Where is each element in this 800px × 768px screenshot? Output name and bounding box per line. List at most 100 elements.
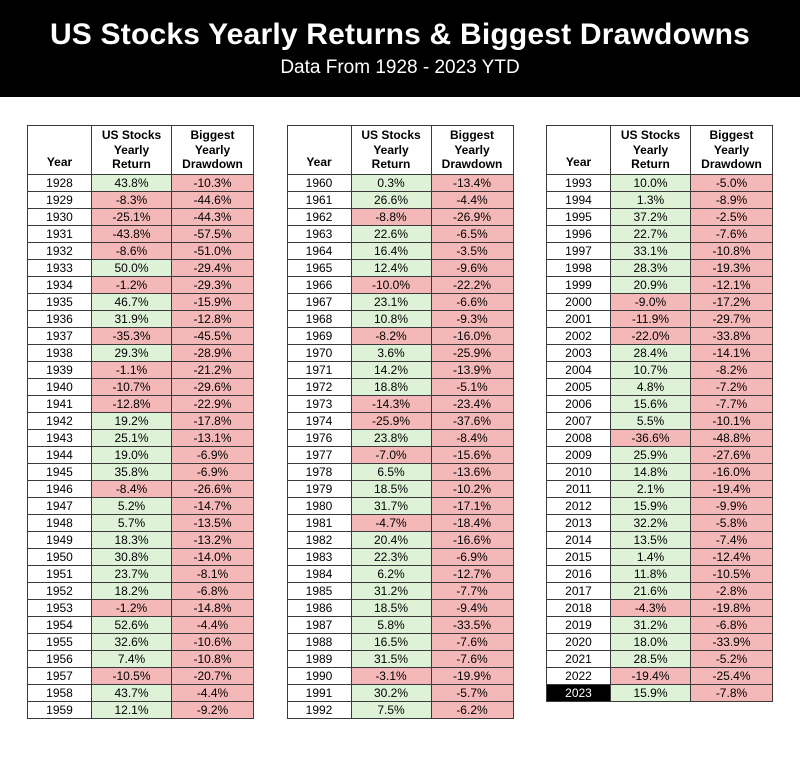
drawdown-cell: -9.2% [171,700,254,719]
return-cell: 23.8% [350,428,432,447]
drawdown-cell: -27.6% [690,445,773,464]
return-cell: -10.0% [350,275,432,294]
table-row: 1963 22.6% -6.5% [286,224,514,243]
table-row: 1955 32.6% -10.6% [27,632,254,651]
drawdown-cell: -7.6% [430,649,514,668]
table-row: 2009 25.9% -27.6% [546,445,773,464]
table-row: 1949 18.3% -13.2% [27,530,254,549]
table-row: 1988 16.5% -7.6% [286,632,514,651]
table-row: 1931 -43.8% -57.5% [27,224,254,243]
year-cell: 1933 [27,258,92,277]
table-row: 1991 30.2% -5.7% [286,683,514,702]
return-cell: 19.2% [91,411,172,430]
table-row: 1932 -8.6% -51.0% [27,241,254,260]
year-column-header: Year [546,125,611,175]
return-cell: 18.8% [350,377,432,396]
drawdown-cell: -19.8% [690,598,773,617]
table-row: 1942 19.2% -17.8% [27,411,254,430]
return-cell: 31.2% [350,581,432,600]
table-row: 1985 31.2% -7.7% [286,581,514,600]
drawdown-cell: -44.3% [171,207,254,226]
table-row: 1944 19.0% -6.9% [27,445,254,464]
year-cell: 2015 [546,547,611,566]
return-cell: 0.3% [350,173,432,192]
table-row: 2008 -36.6% -48.8% [546,428,773,447]
return-cell: 31.7% [350,496,432,515]
year-cell: 1959 [27,700,92,719]
table-row: 1997 33.1% -10.8% [546,241,773,260]
return-cell: 5.5% [610,411,691,430]
return-cell: 15.9% [610,496,691,515]
year-cell: 1991 [286,683,352,702]
return-column-header: US Stocks Yearly Return [610,125,691,175]
drawdown-column-header: Biggest Yearly Drawdown [690,125,773,175]
drawdown-cell: -6.8% [171,581,254,600]
year-cell: 1974 [286,411,352,430]
drawdown-cell: -13.4% [430,173,514,192]
drawdown-cell: -7.7% [430,581,514,600]
year-cell: 2016 [546,564,611,583]
drawdown-cell: -10.1% [690,411,773,430]
year-cell: 1936 [27,309,92,328]
year-cell: 1970 [286,343,352,362]
drawdown-cell: -20.7% [171,666,254,685]
return-cell: 29.3% [91,343,172,362]
year-cell: 1931 [27,224,92,243]
year-cell: 1981 [286,513,352,532]
year-cell: 1986 [286,598,352,617]
year-cell: 1940 [27,377,92,396]
return-cell: 5.2% [91,496,172,515]
table-row: 1967 23.1% -6.6% [286,292,514,311]
year-cell: 2004 [546,360,611,379]
return-cell: 14.2% [350,360,432,379]
drawdown-cell: -48.8% [690,428,773,447]
year-cell: 1929 [27,190,92,209]
year-cell: 1972 [286,377,352,396]
returns-table-1960-1992: Year US Stocks Yearly Return Biggest Yea… [286,125,514,719]
table-row: 1951 23.7% -8.1% [27,564,254,583]
table-row: 1936 31.9% -12.8% [27,309,254,328]
year-cell: 2006 [546,394,611,413]
table-row: 1993 10.0% -5.0% [546,173,773,192]
drawdown-cell: -14.0% [171,547,254,566]
drawdown-cell: -6.9% [171,445,254,464]
drawdown-cell: -17.1% [430,496,514,515]
return-cell: 13.5% [610,530,691,549]
return-cell: -14.3% [350,394,432,413]
return-cell: 4.8% [610,377,691,396]
year-cell: 2008 [546,428,611,447]
table-row: 1960 0.3% -13.4% [286,173,514,192]
return-cell: 6.5% [350,462,432,481]
drawdown-cell: -9.3% [430,309,514,328]
table-row: 1933 50.0% -29.4% [27,258,254,277]
year-cell: 1956 [27,649,92,668]
return-cell: 18.5% [350,598,432,617]
year-cell: 1949 [27,530,92,549]
return-cell: 10.8% [350,309,432,328]
drawdown-cell: -33.9% [690,632,773,651]
year-cell: 1993 [546,173,611,192]
drawdown-cell: -16.6% [430,530,514,549]
drawdown-cell: -45.5% [171,326,254,345]
drawdown-cell: -26.9% [430,207,514,226]
return-cell: 32.2% [610,513,691,532]
table-row: 1982 20.4% -16.6% [286,530,514,549]
return-cell: 22.3% [350,547,432,566]
drawdown-cell: -22.9% [171,394,254,413]
return-cell: 43.8% [91,173,172,192]
returns-table-1993-2023: Year US Stocks Yearly Return Biggest Yea… [546,125,773,702]
drawdown-cell: -57.5% [171,224,254,243]
table-row: 1976 23.8% -8.4% [286,428,514,447]
return-cell: -4.3% [610,598,691,617]
return-cell: 12.1% [91,700,172,719]
year-cell: 1964 [286,241,352,260]
table-row: 1953 -1.2% -14.8% [27,598,254,617]
year-cell-highlighted: 2023 [546,683,611,702]
return-cell: 7.4% [91,649,172,668]
table-row: 1992 7.5% -6.2% [286,700,514,719]
table-row: 1996 22.7% -7.6% [546,224,773,243]
return-cell: 37.2% [610,207,691,226]
return-column-header: US Stocks Yearly Return [91,125,172,175]
year-cell: 1950 [27,547,92,566]
drawdown-cell: -4.4% [171,683,254,702]
